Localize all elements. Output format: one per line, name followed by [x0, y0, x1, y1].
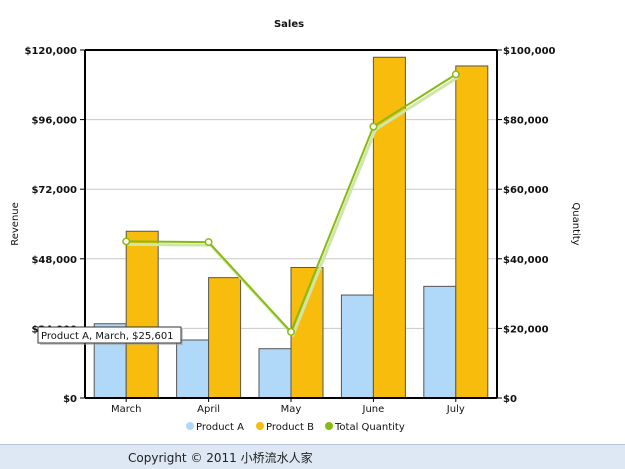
bar-product-b-april	[208, 277, 242, 399]
legend-label: Product A	[196, 422, 244, 433]
bar-product-b-july	[455, 65, 489, 399]
y-tick-label-right: $0	[503, 394, 517, 405]
bar-product-a-may	[258, 348, 292, 399]
bar-product-b-march	[125, 230, 159, 399]
footer: Copyright © 2011 小桥流水人家	[0, 444, 625, 469]
x-tick-label: July	[446, 404, 465, 415]
line-point-april	[204, 238, 213, 247]
line-point-may	[287, 327, 295, 336]
y-tick-label-left: $96,000	[31, 116, 77, 127]
bar-product-b-may	[290, 267, 324, 399]
chart-title: Sales	[274, 19, 304, 30]
y-tick-label-right: $80,000	[503, 116, 549, 127]
tooltip-box	[37, 326, 182, 344]
line-point-june	[369, 122, 378, 131]
x-tick-label: June	[362, 404, 385, 415]
y-tick-label-left: $0	[63, 394, 77, 405]
y-tick-label-right: $20,000	[503, 324, 549, 335]
line-point-march	[122, 237, 131, 246]
x-tick-label: March	[111, 404, 141, 415]
copyright-text: Copyright © 2011 小桥流水人家	[128, 451, 313, 465]
y-tick-label-right: $100,000	[503, 46, 556, 57]
y-tick-label-left: $120,000	[24, 46, 77, 57]
bar-product-a-july	[423, 285, 457, 399]
y-tick-label-right: $60,000	[503, 185, 549, 196]
bar-product-a-june	[340, 294, 374, 399]
chart-canvas: Sales$0$24,000$48,000$72,000$96,000$120,…	[10, 19, 581, 433]
legend-marker	[256, 422, 264, 430]
legend-marker	[186, 422, 194, 430]
line-point-july	[451, 70, 460, 79]
y2-axis-title: Quantity	[570, 202, 581, 245]
y-tick-label-left: $72,000	[31, 185, 77, 196]
x-tick-label: April	[197, 404, 220, 415]
y-tick-label-left: $48,000	[31, 255, 77, 266]
legend-label: Total Quantity	[334, 422, 405, 433]
legend-marker	[325, 422, 333, 430]
y-tick-label-right: $40,000	[503, 255, 549, 266]
sales-chart: Sales$0$24,000$48,000$72,000$96,000$120,…	[10, 19, 581, 433]
legend-label: Product B	[266, 422, 314, 433]
x-tick-label: May	[281, 404, 302, 415]
y-axis-title: Revenue	[10, 202, 21, 246]
tooltip-text: Product A, March, $25,601	[41, 331, 174, 342]
bar-product-a-april	[176, 339, 210, 399]
